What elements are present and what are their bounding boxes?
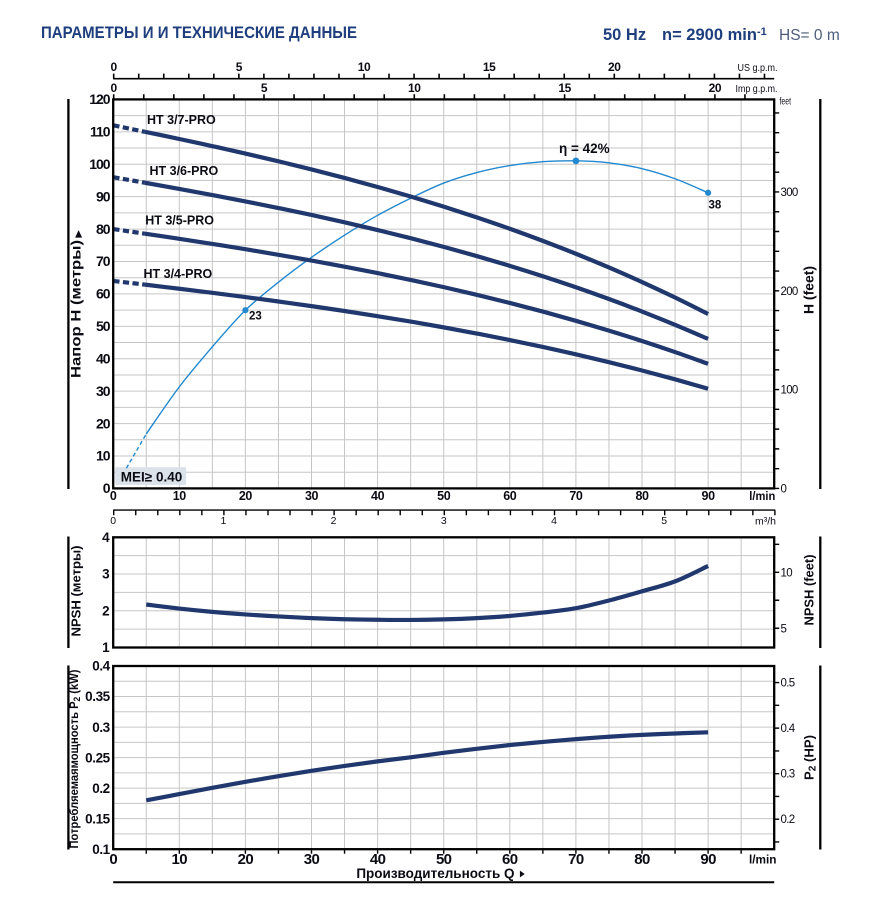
svg-text:HT 3/4-PRO: HT 3/4-PRO	[144, 267, 213, 281]
svg-text:0.4: 0.4	[92, 659, 110, 674]
svg-text:l/min: l/min	[749, 855, 777, 867]
svg-text:ПАРАМЕТРЫ И И ТЕХНИЧЕСКИЕ ДАНН: ПАРАМЕТРЫ И И ТЕХНИЧЕСКИЕ ДАННЫЕ	[41, 24, 357, 42]
svg-text:0.3: 0.3	[92, 720, 110, 735]
svg-text:50 Hz: 50 Hz	[603, 26, 646, 44]
svg-text:23: 23	[249, 311, 262, 323]
svg-text:90: 90	[700, 851, 716, 868]
svg-text:10: 10	[358, 60, 371, 74]
svg-text:40: 40	[370, 851, 386, 868]
svg-text:2: 2	[331, 515, 337, 527]
svg-text:20: 20	[238, 851, 254, 868]
svg-text:20: 20	[96, 415, 111, 431]
svg-text:2: 2	[102, 603, 110, 618]
svg-text:MEI≥ 0.40: MEI≥ 0.40	[121, 470, 182, 485]
svg-text:50: 50	[436, 851, 452, 868]
svg-text:70: 70	[96, 253, 111, 269]
svg-text:20: 20	[709, 81, 722, 95]
svg-text:70: 70	[568, 851, 584, 868]
svg-text:0: 0	[111, 81, 118, 95]
svg-text:50: 50	[96, 318, 111, 334]
svg-text:1: 1	[102, 640, 110, 655]
svg-text:38: 38	[709, 200, 722, 212]
svg-text:US g.p.m.: US g.p.m.	[738, 62, 778, 74]
svg-text:0.2: 0.2	[92, 781, 110, 796]
svg-text:10: 10	[781, 567, 793, 579]
svg-text:3: 3	[102, 567, 110, 582]
svg-text:15: 15	[558, 81, 571, 95]
svg-text:0.15: 0.15	[85, 811, 111, 826]
svg-text:60: 60	[502, 851, 518, 868]
svg-text:5: 5	[236, 60, 243, 74]
svg-text:Потребляемаямощность P2 (kW): Потребляемаямощность P2 (kW)	[67, 669, 82, 848]
svg-text:HT 3/5-PRO: HT 3/5-PRO	[145, 214, 214, 228]
svg-text:30: 30	[305, 489, 319, 503]
svg-text:0: 0	[110, 515, 116, 527]
svg-text:80: 80	[96, 221, 111, 237]
svg-text:0: 0	[109, 851, 117, 868]
svg-text:120: 120	[89, 91, 111, 107]
svg-text:Производительность Q: Производительность Q	[356, 866, 514, 881]
svg-text:0.3: 0.3	[781, 769, 795, 781]
svg-text:η = 42%: η = 42%	[559, 141, 610, 156]
svg-text:10: 10	[408, 81, 421, 95]
svg-text:NPSH (feet): NPSH (feet)	[802, 555, 817, 626]
svg-text:Imp g.p.m.: Imp g.p.m.	[736, 83, 778, 95]
svg-text:HT 3/6-PRO: HT 3/6-PRO	[150, 164, 219, 178]
svg-text:NPSH (метры): NPSH (метры)	[69, 546, 84, 637]
svg-text:3: 3	[441, 515, 447, 527]
svg-text:110: 110	[90, 124, 111, 140]
svg-text:0.1: 0.1	[92, 842, 110, 857]
svg-text:200: 200	[781, 286, 798, 298]
svg-text:30: 30	[96, 383, 111, 399]
svg-text:0: 0	[111, 60, 118, 74]
svg-text:50: 50	[437, 489, 451, 503]
svg-text:80: 80	[635, 489, 649, 503]
svg-text:5: 5	[261, 81, 268, 95]
svg-text:4: 4	[102, 530, 110, 545]
svg-text:90: 90	[96, 188, 111, 204]
svg-text:0.5: 0.5	[781, 678, 795, 690]
svg-text:H (feet): H (feet)	[801, 266, 816, 314]
svg-text:P2 (HP): P2 (HP)	[802, 735, 819, 780]
svg-text:0: 0	[781, 483, 787, 495]
svg-text:10: 10	[172, 851, 188, 868]
svg-text:40: 40	[371, 489, 385, 503]
svg-text:80: 80	[634, 851, 650, 868]
svg-text:30: 30	[304, 851, 320, 868]
svg-text:l/min: l/min	[749, 489, 775, 503]
svg-text:4: 4	[551, 515, 557, 527]
svg-text:1: 1	[220, 515, 226, 527]
svg-text:0.2: 0.2	[781, 814, 795, 826]
svg-text:0.4: 0.4	[781, 723, 796, 735]
svg-text:15: 15	[483, 60, 496, 74]
svg-text:feet: feet	[780, 97, 792, 108]
svg-text:60: 60	[96, 286, 111, 302]
svg-text:100: 100	[781, 385, 798, 397]
svg-text:90: 90	[702, 489, 716, 503]
svg-text:n= 2900 min-1: n= 2900 min-1	[662, 26, 767, 44]
svg-text:0: 0	[110, 489, 117, 503]
svg-text:0.35: 0.35	[85, 689, 111, 704]
svg-text:HS= 0 m: HS= 0 m	[779, 27, 840, 44]
svg-text:Напор H (метры): Напор H (метры)	[69, 240, 84, 378]
svg-text:m³/h: m³/h	[755, 516, 776, 528]
svg-text:10: 10	[96, 448, 111, 464]
svg-text:40: 40	[96, 350, 111, 366]
svg-text:300: 300	[781, 187, 798, 199]
svg-text:10: 10	[173, 489, 187, 503]
svg-text:20: 20	[239, 489, 253, 503]
svg-text:100: 100	[89, 156, 111, 172]
svg-text:70: 70	[569, 489, 583, 503]
svg-text:0.25: 0.25	[85, 750, 111, 765]
svg-text:5: 5	[781, 623, 787, 635]
svg-text:HT 3/7-PRO: HT 3/7-PRO	[147, 113, 216, 127]
svg-text:0: 0	[103, 480, 111, 496]
svg-text:20: 20	[608, 60, 621, 74]
svg-text:60: 60	[503, 489, 517, 503]
svg-text:5: 5	[661, 515, 667, 527]
